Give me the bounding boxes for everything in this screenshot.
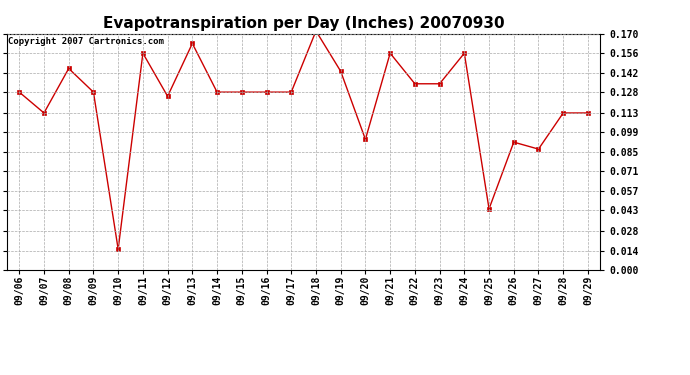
Text: Copyright 2007 Cartronics.com: Copyright 2007 Cartronics.com [8, 37, 164, 46]
Title: Evapotranspiration per Day (Inches) 20070930: Evapotranspiration per Day (Inches) 2007… [103, 16, 504, 31]
